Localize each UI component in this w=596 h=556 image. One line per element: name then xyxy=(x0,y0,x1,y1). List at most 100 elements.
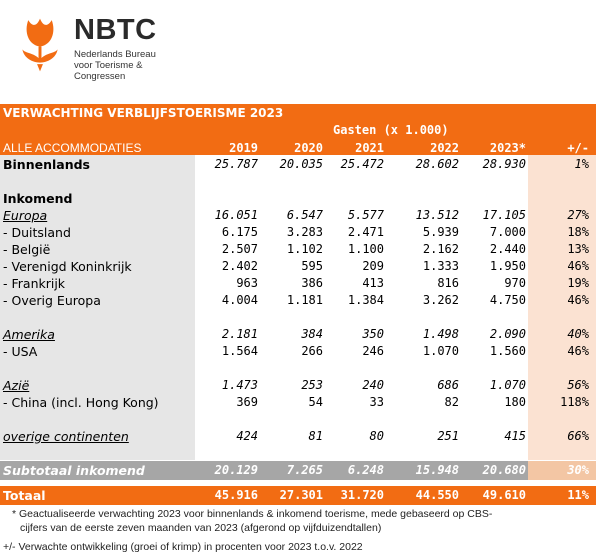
row-label: - China (incl. Hong Kong) xyxy=(3,395,159,410)
row-change-value: 46% xyxy=(567,293,589,307)
col-header-2022: 2022 xyxy=(430,141,459,155)
row-change-value: 66% xyxy=(567,429,589,443)
table-row: - Frankrijk 963 386 413 816 970 19% xyxy=(0,275,596,292)
row-value: 350 xyxy=(362,327,384,341)
table-row: Amerika 2.181 384 350 1.498 2.090 40% xyxy=(0,326,596,343)
row-value: 28.930 xyxy=(482,157,526,171)
subtotal-2019: 20.129 xyxy=(214,463,258,477)
row-value: 1.181 xyxy=(286,293,323,307)
total-2021: 31.720 xyxy=(340,488,384,502)
row-value: 6.175 xyxy=(221,225,258,239)
table-row: Inkomend xyxy=(0,190,596,207)
subtotal-change: 30% xyxy=(567,463,589,477)
table-row: overige continenten 424 81 80 251 415 66% xyxy=(0,428,596,445)
total-row: Totaal 45.916 27.301 31.720 44.550 49.61… xyxy=(0,486,596,505)
row-value: 1.070 xyxy=(489,378,526,392)
row-value: 2.507 xyxy=(221,242,258,256)
label-column-bg xyxy=(0,155,195,460)
row-change-value: 40% xyxy=(567,327,589,341)
row-label: - Verenigd Koninkrijk xyxy=(3,259,132,274)
row-value: 82 xyxy=(444,395,459,409)
table-row: - Duitsland 6.175 3.283 2.471 5.939 7.000 18% xyxy=(0,224,596,241)
row-change-value: 46% xyxy=(567,259,589,273)
row-label: overige continenten xyxy=(3,429,129,444)
footnote-1: * Geactualiseerde verwachting 2023 voor … xyxy=(12,508,493,520)
row-value: 253 xyxy=(301,378,323,392)
row-value: 4.750 xyxy=(489,293,526,307)
row-value: 816 xyxy=(437,276,459,290)
row-value: 246 xyxy=(362,344,384,358)
row-value: 16.051 xyxy=(214,208,258,222)
row-value: 1.070 xyxy=(422,344,459,358)
row-value: 28.602 xyxy=(415,157,459,171)
row-value: 7.000 xyxy=(489,225,526,239)
subtotal-label: Subtotaal inkomend xyxy=(3,463,145,478)
row-label: - Duitsland xyxy=(3,225,71,240)
col-header-2020: 2020 xyxy=(294,141,323,155)
subtotal-change-bg xyxy=(528,461,596,480)
row-value: 1.333 xyxy=(422,259,459,273)
row-label: - USA xyxy=(3,344,38,359)
row-value: 240 xyxy=(362,378,384,392)
row-value: 2.402 xyxy=(221,259,258,273)
row-change-value: 46% xyxy=(567,344,589,358)
group-header-bar: Gasten (x 1.000) xyxy=(0,122,596,140)
row-label: Amerika xyxy=(3,327,55,342)
row-label: Azië xyxy=(3,378,30,393)
row-label: Inkomend xyxy=(3,191,73,206)
row-value: 13.512 xyxy=(415,208,459,222)
row-value: 1.950 xyxy=(489,259,526,273)
row-value: 25.472 xyxy=(340,157,384,171)
row-value: 595 xyxy=(301,259,323,273)
subtotal-2020: 7.265 xyxy=(286,463,323,477)
row-value: 1.100 xyxy=(347,242,384,256)
row-value: 266 xyxy=(301,344,323,358)
row-value: 415 xyxy=(504,429,526,443)
row-value: 2.181 xyxy=(221,327,258,341)
total-2023: 49.610 xyxy=(482,488,526,502)
values-column-bg xyxy=(195,155,528,460)
table-row: - België 2.507 1.102 1.100 2.162 2.440 13% xyxy=(0,241,596,258)
table-row: - Verenigd Koninkrijk 2.402 595 209 1.333 1.9… xyxy=(0,258,596,275)
column-header-bar: ALLE ACCOMMODATIES 2019 2020 2021 2022 2… xyxy=(0,140,596,155)
row-value: 386 xyxy=(301,276,323,290)
row-value: 33 xyxy=(369,395,384,409)
col-header-change: +/- xyxy=(567,141,589,155)
footnote-3: +/- Verwachte ontwikkeling (groei of kri… xyxy=(3,541,363,553)
row-change-value: 1% xyxy=(574,157,589,171)
total-2020: 27.301 xyxy=(279,488,323,502)
col-header-2019: 2019 xyxy=(229,141,258,155)
row-value: 251 xyxy=(437,429,459,443)
tulip-logo xyxy=(22,18,58,72)
row-label: - Frankrijk xyxy=(3,276,66,291)
total-label: Totaal xyxy=(3,488,46,503)
row-label: Europa xyxy=(3,208,48,223)
row-label: - Overig Europa xyxy=(3,293,101,308)
table-row: Europa 16.051 6.547 5.577 13.512 17.105 27% xyxy=(0,207,596,224)
table-row: - Overig Europa 4.004 1.181 1.384 3.262 4.750… xyxy=(0,292,596,309)
row-change-value: 18% xyxy=(567,225,589,239)
brand-sub-3: Congressen xyxy=(74,71,126,82)
row-value: 1.564 xyxy=(221,344,258,358)
total-2019: 45.916 xyxy=(214,488,258,502)
brand-name: NBTC xyxy=(74,14,157,46)
row-value: 686 xyxy=(437,378,459,392)
subtotal-2021: 6.248 xyxy=(347,463,384,477)
row-value: 369 xyxy=(236,395,258,409)
row-value: 1.560 xyxy=(489,344,526,358)
row-value: 20.035 xyxy=(279,157,323,171)
row-value: 81 xyxy=(308,429,323,443)
subtotal-2023: 20.680 xyxy=(482,463,526,477)
brand-sub-2: voor Toerisme & xyxy=(74,60,143,71)
row-value: 2.440 xyxy=(489,242,526,256)
row-value: 963 xyxy=(236,276,258,290)
row-value: 2.471 xyxy=(347,225,384,239)
row-value: 4.004 xyxy=(221,293,258,307)
footnote-2: cijfers van de eerste zeven maanden van … xyxy=(20,522,382,534)
row-label: Binnenlands xyxy=(3,157,90,172)
col-header-2023: 2023* xyxy=(489,141,526,155)
table-row: - China (incl. Hong Kong) 369 54 33 82 180 118… xyxy=(0,394,596,411)
row-change-value: 56% xyxy=(567,378,589,392)
change-column-bg xyxy=(528,155,596,460)
total-change: 11% xyxy=(567,488,589,502)
